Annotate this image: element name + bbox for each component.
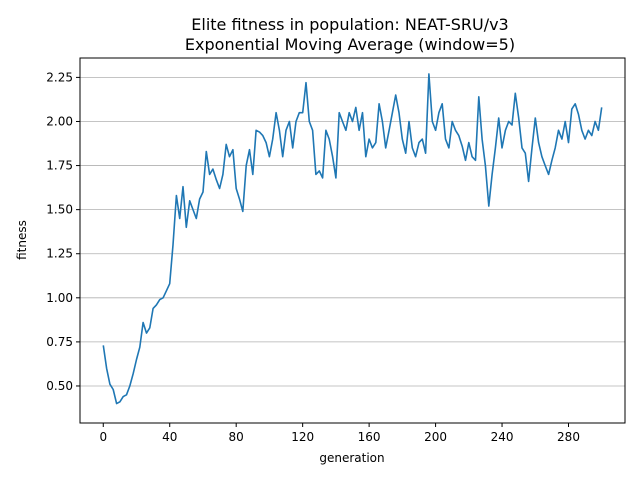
- plot-area-frame: [79, 57, 626, 424]
- chart-title: Elite fitness in population: NEAT-SRU/v3: [191, 15, 508, 34]
- x-tick-label: 0: [99, 430, 107, 444]
- y-axis-label: fitness: [15, 220, 29, 260]
- y-tick-label: 0.75: [46, 335, 73, 349]
- y-tick-label: 0.50: [46, 379, 73, 393]
- x-axis: 0 40 80 120 160 200 240 280: [99, 423, 580, 444]
- series-line: [102, 73, 603, 405]
- x-tick-label: 120: [291, 430, 314, 444]
- x-tick-label: 240: [491, 430, 514, 444]
- y-tick-label: 1.50: [46, 203, 73, 217]
- y-axis: 0.50 0.75 1.00 1.25 1.50 1.75 2.00 2.25: [46, 70, 80, 393]
- chart-subtitle: Exponential Moving Average (window=5): [185, 35, 515, 54]
- y-tick-label: 1.00: [46, 291, 73, 305]
- gridlines: [80, 76, 625, 387]
- series-points: [103, 73, 602, 404]
- y-tick-label: 1.25: [46, 247, 73, 261]
- x-tick-label: 280: [557, 430, 580, 444]
- x-tick-label: 40: [162, 430, 177, 444]
- x-tick-label: 200: [424, 430, 447, 444]
- x-tick-label: 80: [229, 430, 244, 444]
- x-tick-label: 160: [358, 430, 381, 444]
- y-tick-label: 2.00: [46, 114, 73, 128]
- y-tick-label: 1.75: [46, 159, 73, 173]
- x-axis-label: generation: [319, 451, 384, 465]
- y-tick-label: 2.25: [46, 70, 73, 84]
